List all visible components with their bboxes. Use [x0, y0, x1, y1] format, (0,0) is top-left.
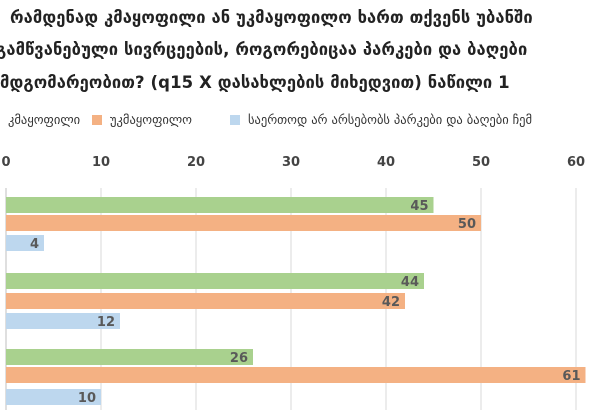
- bar-data-label: 50: [458, 217, 476, 232]
- chart-title-line-2: გამწვანებული სივრცეების, როგორებიცაა პარ…: [0, 40, 528, 59]
- legend-item-satisfied: კმაყოფილი: [0, 112, 80, 127]
- x-tick-label: 40: [377, 155, 395, 170]
- legend-label-satisfied: კმაყოფილი: [8, 112, 81, 127]
- legend-label-dissatisfied: უკმაყოფილო: [110, 112, 193, 127]
- bar-data-label: 45: [410, 199, 428, 214]
- bar-data-label: 12: [97, 315, 115, 330]
- chart-title: რამდენად კმაყოფილი ან უკმაყოფილო ხართ თქ…: [0, 0, 590, 100]
- bar: [6, 273, 424, 289]
- bar: [6, 349, 253, 365]
- x-tick-label: 50: [472, 155, 490, 170]
- bar: [6, 197, 434, 213]
- legend-item-dissatisfied: უკმაყოფილო: [92, 112, 192, 127]
- bar: [6, 235, 44, 251]
- bar: [6, 367, 586, 383]
- bar-data-label: 44: [401, 275, 419, 290]
- chart-title-line-1: რამდენად კმაყოფილი ან უკმაყოფილო ხართ თქ…: [10, 8, 533, 27]
- x-tick-label: 0: [1, 155, 10, 170]
- x-tick-label: 20: [187, 155, 205, 170]
- bar: [6, 293, 405, 309]
- x-tick-label: 60: [567, 155, 585, 170]
- bar-data-label: 26: [230, 351, 248, 366]
- chart-title-line-3: მდგომარეობით? (q15 X დასახლების მიხედვით…: [0, 73, 510, 92]
- bar-data-label: 10: [78, 391, 96, 406]
- legend-label-no-parks: საერთოდ არ არსებობს პარკები და ბაღები ჩე…: [248, 112, 533, 127]
- x-tick-label: 10: [92, 155, 110, 170]
- bar: [6, 215, 481, 231]
- bar: [6, 389, 101, 405]
- chart-legend: კმაყოფილი უკმაყოფილო საერთოდ არ არსებობს…: [0, 112, 590, 136]
- legend-item-no-parks: საერთოდ არ არსებობს პარკები და ბაღები ჩე…: [230, 112, 532, 127]
- x-tick-label: 30: [282, 155, 300, 170]
- bar-data-label: 4: [30, 237, 39, 252]
- bar-data-label: 61: [562, 369, 580, 384]
- legend-swatch-no-parks: [230, 114, 240, 125]
- bar: [6, 313, 120, 329]
- legend-swatch-dissatisfied: [92, 114, 102, 125]
- bar-data-label: 42: [382, 295, 400, 310]
